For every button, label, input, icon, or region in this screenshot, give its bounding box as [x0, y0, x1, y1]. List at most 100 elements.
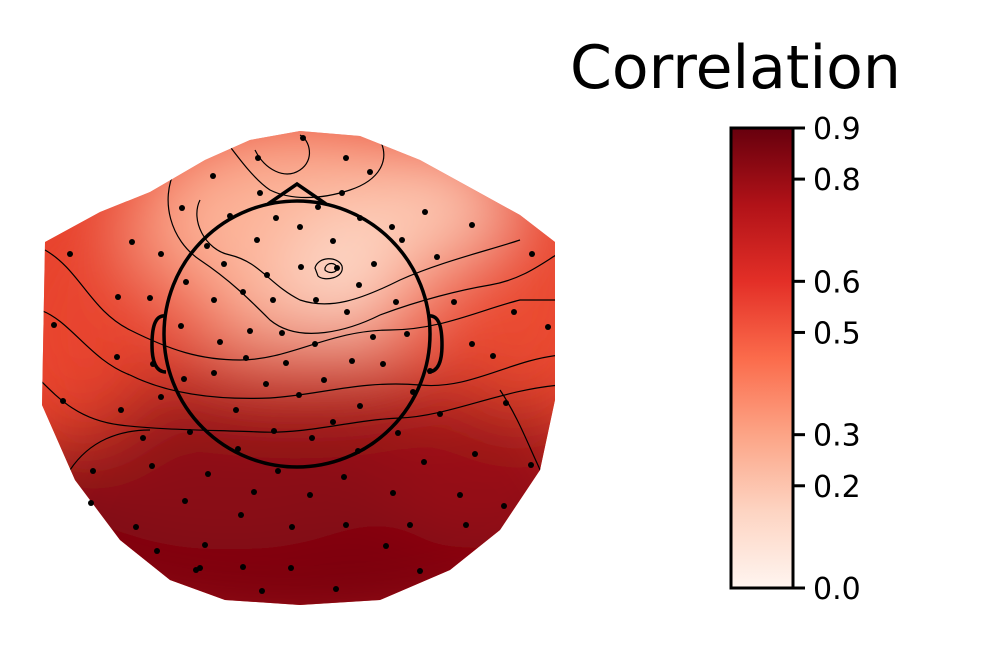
- colorbar-tick-label: 0.0: [813, 572, 861, 607]
- sensor-dot: [238, 512, 244, 518]
- sensor-dot: [341, 474, 347, 480]
- sensor-dot: [211, 297, 217, 303]
- sensor-dot: [133, 524, 139, 530]
- sensor-dot: [300, 135, 306, 141]
- sensor-dot: [357, 215, 363, 221]
- sensor-dot: [197, 565, 203, 571]
- sensor-dot: [371, 261, 377, 267]
- sensor-dot: [283, 360, 289, 366]
- colorbar: 0.0 0.2 0.3 0.5 0.6 0.8 0.9: [729, 112, 861, 607]
- sensor-dot: [437, 411, 443, 417]
- sensor-dot: [183, 279, 189, 285]
- sensor-dot: [309, 435, 315, 441]
- sensor-dot: [270, 297, 276, 303]
- sensor-dot: [150, 361, 156, 367]
- sensor-dot: [60, 398, 66, 404]
- sensor-dot: [182, 498, 188, 504]
- sensor-dot: [217, 339, 223, 345]
- sensor-dot: [149, 463, 155, 469]
- sensor-dot: [254, 237, 260, 243]
- sensor-dot: [451, 299, 457, 305]
- head-outline: [150, 181, 444, 469]
- sensor-dot: [296, 392, 302, 398]
- sensor-dot: [273, 215, 279, 221]
- sensor-dot: [417, 568, 423, 574]
- sensor-dot: [235, 446, 241, 452]
- right-ear-icon: [427, 314, 444, 374]
- sensor-dot: [457, 492, 463, 498]
- sensor-dot: [469, 341, 475, 347]
- sensor-dot: [529, 251, 535, 257]
- sensor-dot: [240, 564, 246, 570]
- sensor-dot: [114, 354, 120, 360]
- sensor-dot: [263, 381, 269, 387]
- sensor-dot: [355, 448, 361, 454]
- sensor-dot: [321, 377, 327, 383]
- sensor-dot: [469, 222, 475, 228]
- sensor-dot: [251, 489, 257, 495]
- sensor-dot: [434, 254, 440, 260]
- sensor-dot: [367, 169, 373, 175]
- sensor-dot: [501, 503, 507, 509]
- sensor-dot: [545, 324, 551, 330]
- sensor-dot: [243, 355, 249, 361]
- sensor-dot: [297, 224, 303, 230]
- sensor-dot: [205, 471, 211, 477]
- sensor-dot: [395, 430, 401, 436]
- sensor-dot: [357, 403, 363, 409]
- head-circle: [162, 199, 432, 469]
- sensor-dot: [389, 224, 395, 230]
- contour-lines: [42, 134, 555, 481]
- sensor-dot: [118, 407, 124, 413]
- sensor-dot: [88, 500, 94, 506]
- sensor-dot: [343, 522, 349, 528]
- sensor-dot: [333, 586, 339, 592]
- sensor-dot: [51, 322, 57, 328]
- sensor-dot: [259, 588, 265, 594]
- topomap: [42, 131, 555, 605]
- sensor-dot: [410, 389, 416, 395]
- left-ear-icon: [150, 314, 167, 374]
- sensor-dot: [179, 205, 185, 211]
- sensor-dot: [399, 237, 405, 243]
- colorbar-ticks: 0.0 0.2 0.3 0.5 0.6 0.8 0.9: [793, 112, 861, 607]
- sensor-dot: [221, 261, 227, 267]
- sensor-dot: [67, 251, 73, 257]
- sensor-dot: [344, 309, 350, 315]
- sensor-dot: [298, 264, 304, 270]
- sensor-dot: [147, 295, 153, 301]
- sensor-dot: [313, 297, 319, 303]
- sensor-dot: [275, 468, 281, 474]
- sensor-dot: [227, 213, 233, 219]
- sensor-dot: [288, 565, 294, 571]
- sensor-dot: [312, 341, 318, 347]
- sensor-dot: [503, 400, 509, 406]
- colorbar-title: Correlation: [570, 33, 901, 103]
- sensor-dot: [404, 331, 410, 337]
- sensor-dot: [383, 543, 389, 549]
- sensor-dot: [187, 429, 193, 435]
- sensor-dot: [472, 451, 478, 457]
- sensor-dot: [339, 190, 345, 196]
- colorbar-tick-label: 0.3: [813, 419, 861, 454]
- sensor-dot: [528, 462, 534, 468]
- sensor-dot: [158, 394, 164, 400]
- sensor-dot: [233, 407, 239, 413]
- sensor-dot: [271, 428, 277, 434]
- sensor-dot: [393, 299, 399, 305]
- sensor-dot: [264, 272, 270, 278]
- colorbar-tick-label: 0.2: [813, 470, 861, 505]
- sensor-dot: [202, 542, 208, 548]
- sensor-dot: [356, 282, 362, 288]
- sensor-dot: [279, 330, 285, 336]
- sensor-dot: [349, 358, 355, 364]
- colorbar-tick-label: 0.8: [813, 163, 861, 198]
- sensor-dot: [211, 370, 217, 376]
- sensor-dot: [115, 294, 121, 300]
- sensor-dot: [421, 459, 427, 465]
- sensor-dot: [422, 209, 428, 215]
- sensor-dot: [380, 361, 386, 367]
- sensor-dot: [181, 376, 187, 382]
- sensor-dot: [334, 265, 340, 271]
- sensor-dot: [343, 155, 349, 161]
